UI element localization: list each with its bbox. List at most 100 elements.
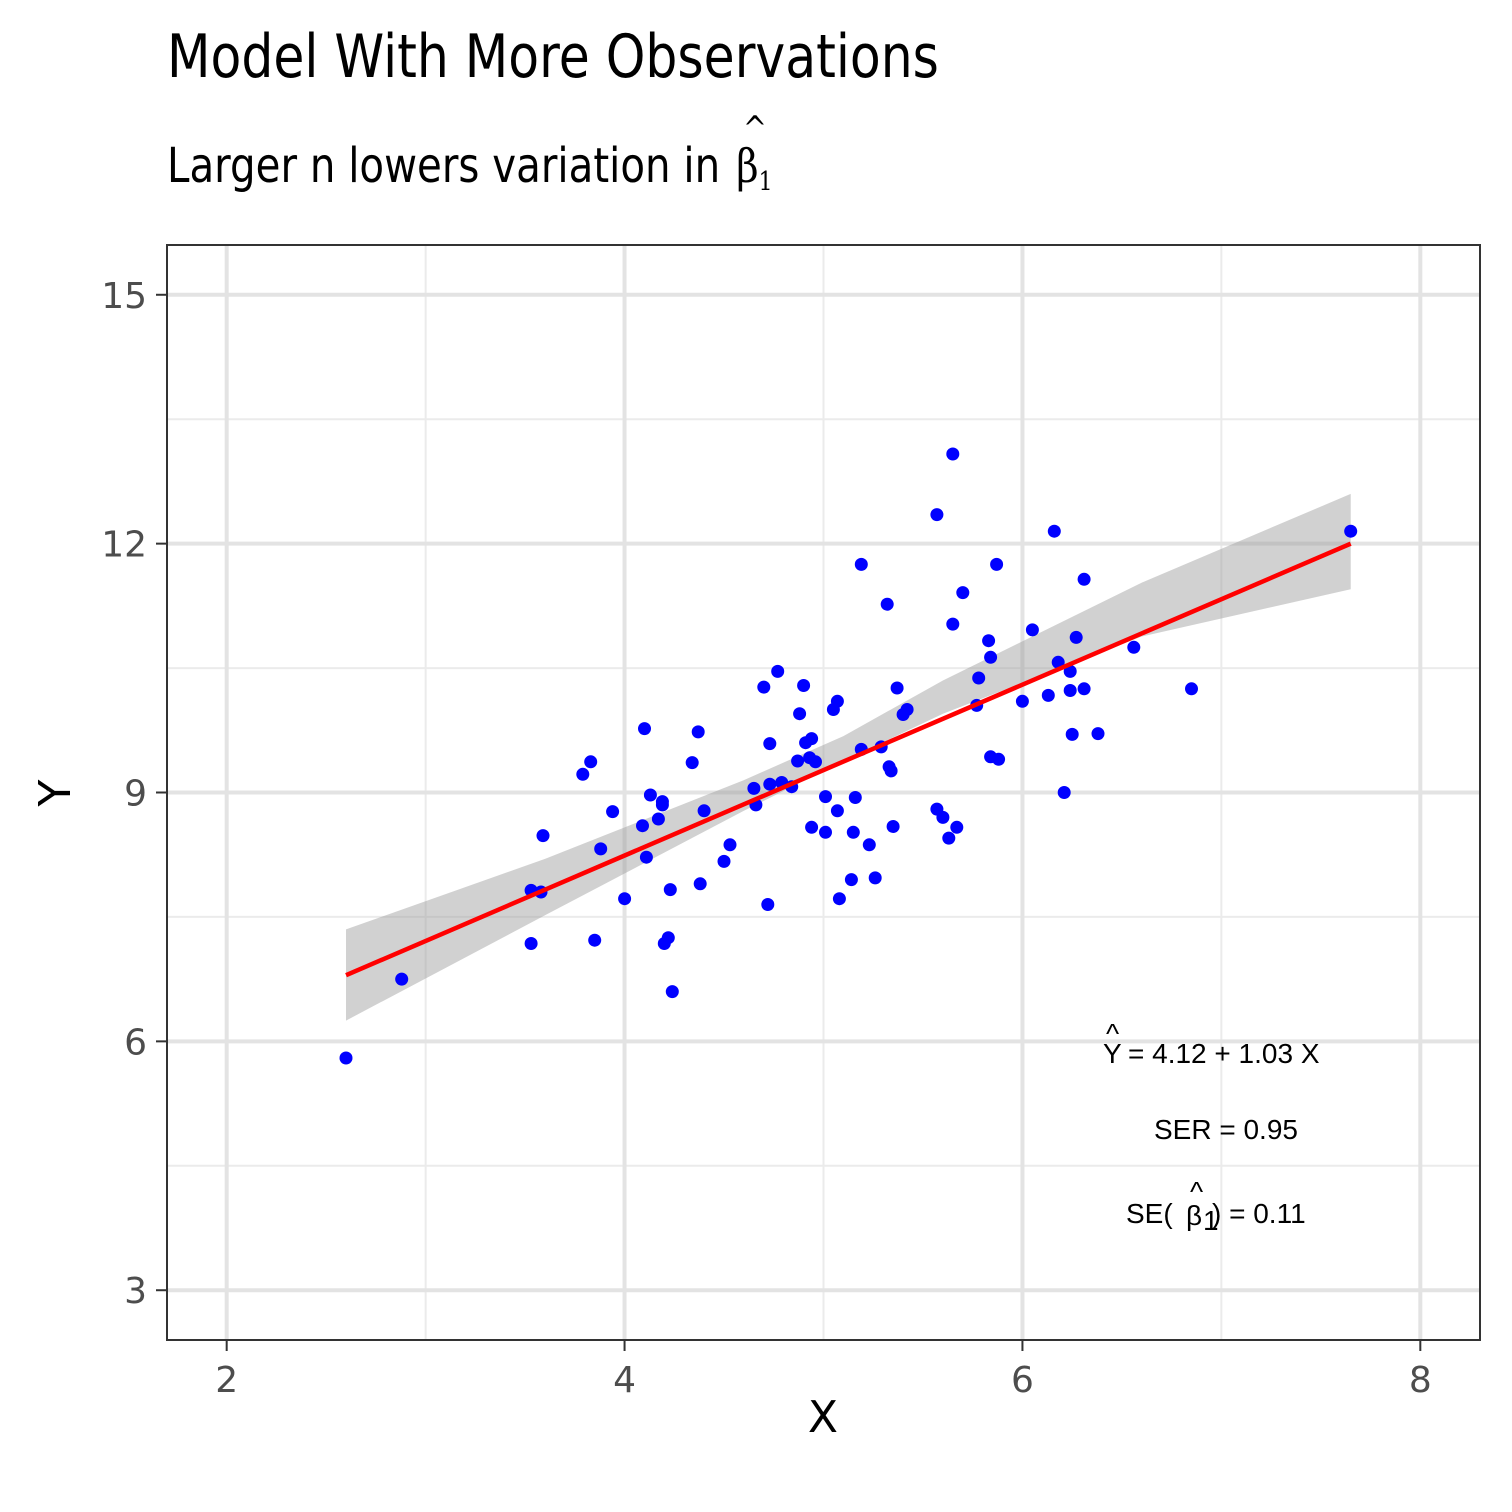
- data-point: [793, 707, 807, 721]
- equation-annotation: ^ Y = 4.12 + 1.03 X: [1103, 1018, 1320, 1069]
- data-point: [990, 557, 1004, 571]
- data-point: [618, 892, 632, 906]
- x-tick-label: 4: [613, 1360, 636, 1401]
- axis-ticks: [156, 293, 1422, 1351]
- data-point: [854, 557, 868, 571]
- x-axis-title: X: [808, 1392, 838, 1443]
- data-point: [862, 838, 876, 852]
- data-point: [685, 756, 699, 770]
- data-point: [693, 877, 707, 891]
- data-point: [651, 812, 665, 826]
- data-point: [639, 850, 653, 864]
- data-point: [830, 694, 844, 708]
- data-point: [886, 820, 900, 833]
- data-point: [339, 1051, 353, 1065]
- data-point: [1025, 623, 1039, 637]
- subtitle-text: Larger n lowers variation in: [167, 138, 721, 194]
- data-point: [1091, 727, 1105, 741]
- data-point: [1015, 694, 1029, 708]
- data-point: [606, 805, 620, 819]
- se-suffix: ) = 0.11: [1212, 1198, 1306, 1229]
- data-point: [1077, 572, 1091, 586]
- y-tick-label: 12: [101, 525, 147, 566]
- data-point: [395, 972, 409, 986]
- chart-title: Model With More Observations: [167, 22, 939, 92]
- y-tick-label: 6: [124, 1022, 147, 1063]
- data-point: [1063, 684, 1077, 697]
- se-beta: β: [1186, 1200, 1202, 1231]
- se-hat: ^: [1190, 1176, 1203, 1207]
- ser-annotation: SER = 0.95: [1154, 1114, 1298, 1145]
- data-point: [636, 819, 649, 833]
- data-point: [848, 791, 862, 804]
- data-point: [844, 873, 858, 887]
- data-point: [536, 829, 550, 843]
- data-point: [576, 767, 590, 781]
- data-point: [1069, 630, 1083, 644]
- data-point: [1063, 664, 1077, 678]
- data-point: [992, 752, 1006, 766]
- regression-line: [345, 541, 1352, 978]
- equation-rhs: = 4.12 + 1.03 X: [1128, 1038, 1320, 1069]
- equation-lhs: Y: [1103, 1038, 1122, 1069]
- x-tick-label: 6: [1011, 1360, 1034, 1401]
- data-point: [819, 790, 832, 804]
- y-axis-title: Y: [30, 779, 81, 807]
- data-point: [805, 732, 819, 746]
- data-point: [723, 838, 737, 852]
- data-point: [982, 634, 996, 648]
- data-point: [930, 508, 944, 522]
- se-annotation: SE( ^ β 1 ) = 0.11: [1126, 1176, 1306, 1236]
- y-tick-label: 9: [124, 774, 147, 815]
- data-point: [1185, 682, 1198, 696]
- data-point: [880, 597, 894, 611]
- tick-labels: 2 4 6 8 3 6 9 12 15: [101, 276, 1432, 1401]
- data-point: [950, 820, 964, 834]
- data-point: [524, 937, 538, 950]
- data-point: [1041, 688, 1055, 702]
- data-point: [868, 871, 882, 885]
- data-point: [791, 754, 805, 768]
- data-point: [805, 820, 819, 834]
- beta-hat-mark: ^: [743, 109, 767, 149]
- data-point: [884, 764, 898, 778]
- data-point: [1065, 727, 1079, 741]
- beta-symbol: β: [736, 139, 759, 193]
- data-point: [972, 671, 986, 685]
- data-point: [809, 755, 822, 769]
- data-point: [942, 831, 956, 845]
- data-point: [584, 755, 598, 769]
- data-point: [691, 725, 705, 739]
- data-point: [846, 825, 860, 839]
- se-subscript: 1: [1203, 1205, 1219, 1236]
- data-point: [761, 898, 775, 911]
- y-tick-label: 3: [124, 1271, 147, 1312]
- x-tick-label: 2: [215, 1360, 238, 1401]
- data-point: [717, 854, 731, 868]
- data-point: [936, 810, 950, 824]
- data-point: [797, 679, 811, 692]
- data-point: [946, 617, 960, 631]
- data-point: [757, 680, 771, 694]
- equation-hat: ^: [1106, 1018, 1119, 1049]
- data-point: [1077, 682, 1091, 696]
- data-point: [956, 586, 970, 600]
- data-point: [890, 681, 904, 695]
- data-point: [643, 788, 657, 802]
- data-point: [747, 781, 761, 795]
- data-point: [900, 703, 914, 716]
- data-point: [1344, 524, 1358, 538]
- x-tick-label: 8: [1409, 1360, 1432, 1401]
- data-point: [819, 825, 832, 839]
- data-point: [588, 933, 602, 947]
- regression-fit-line: [345, 541, 1352, 978]
- data-point: [1047, 524, 1061, 538]
- data-point: [665, 985, 679, 999]
- beta-hat-symbol: ^ β1: [736, 109, 773, 197]
- data-point: [1057, 786, 1071, 799]
- data-point: [830, 804, 844, 818]
- beta-subscript: 1: [758, 167, 773, 197]
- data-points: [339, 447, 1358, 1065]
- data-point: [771, 664, 785, 678]
